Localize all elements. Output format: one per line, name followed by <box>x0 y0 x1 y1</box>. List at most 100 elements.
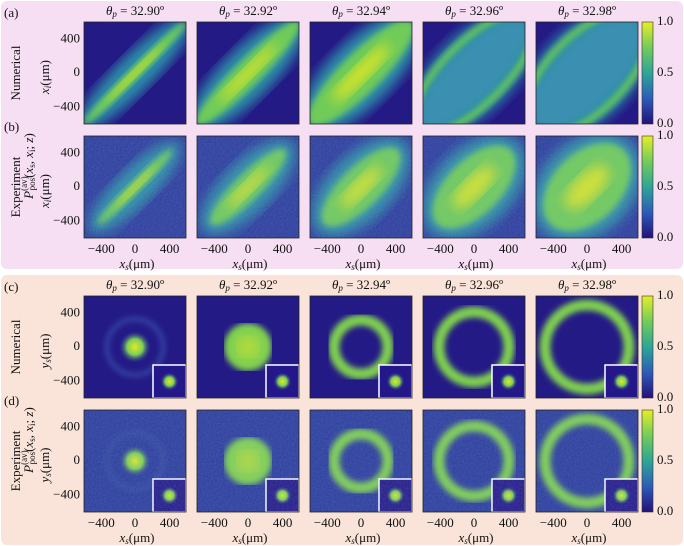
text-part: z <box>21 412 36 418</box>
text-part: = <box>117 3 131 18</box>
text-part: (μm) <box>581 256 607 271</box>
x-axis-label: xs(μm) <box>118 530 154 546</box>
text-part: (μm) <box>468 256 494 271</box>
text-part: (μm) <box>242 530 268 545</box>
y-axis-label: ys(μm) <box>37 333 53 370</box>
frame <box>309 135 413 239</box>
text-part: i <box>27 423 37 426</box>
heatmap <box>197 136 299 238</box>
inset-spot <box>612 372 631 391</box>
text-part: i <box>43 85 53 88</box>
text-part: 32.98º <box>583 3 616 18</box>
x-tick-label: 0 <box>584 241 591 256</box>
heatmap <box>536 296 638 398</box>
x-tick-label: −400 <box>88 241 115 256</box>
text-part: s <box>351 262 355 272</box>
text-part: p <box>337 283 343 293</box>
text-part: (μm) <box>581 530 607 545</box>
x-tick-label: 0 <box>358 241 365 256</box>
text-part: s <box>577 262 581 272</box>
text-part: i <box>43 199 53 202</box>
text-part: (av) <box>19 176 29 191</box>
x-tick-label: 0 <box>245 515 252 530</box>
frame <box>535 295 639 399</box>
text-part: = <box>343 3 357 18</box>
colorbar <box>641 135 654 239</box>
colorbar-tick-label: 0.0 <box>657 503 673 518</box>
text-part: s <box>238 262 242 272</box>
text-part: P <box>21 191 36 200</box>
text-part: x <box>118 256 125 271</box>
text-part: s <box>27 438 37 442</box>
row-name: Numerical <box>8 319 23 374</box>
x-tick-label: 400 <box>386 515 406 530</box>
text-part: s <box>238 536 242 546</box>
text-part: x <box>21 426 36 433</box>
text-part: = <box>569 3 583 18</box>
y-tick-label: 0 <box>74 338 81 353</box>
x-axis-label: xs(μm) <box>570 530 606 546</box>
panel-title: θp = 32.92º <box>219 3 277 19</box>
beam <box>423 22 525 124</box>
text-part: 32.94º <box>357 3 390 18</box>
beam <box>536 22 638 124</box>
text-part: x <box>37 202 52 209</box>
x-tick-label: 0 <box>471 241 478 256</box>
row-name: Experiment <box>8 156 23 217</box>
noise <box>423 136 525 238</box>
y-tick-label: −400 <box>53 99 80 114</box>
inset <box>491 364 525 398</box>
text-part: x <box>21 168 36 175</box>
text-part: (μm) <box>242 256 268 271</box>
x-axis-label: xs(μm) <box>344 530 380 546</box>
text-part: (μm) <box>468 530 494 545</box>
frame <box>422 295 526 399</box>
heatmap <box>310 22 412 124</box>
text-part: s <box>125 536 129 546</box>
beam <box>106 44 164 102</box>
text-part: (μm) <box>129 256 155 271</box>
text-part: 32.92º <box>244 3 277 18</box>
panel-title: θp = 32.96º <box>445 277 503 293</box>
panel-title: θp = 32.96º <box>445 3 503 19</box>
noise <box>197 136 299 238</box>
y-axis-label: ys(μm) <box>37 447 53 484</box>
y-tick-label: 0 <box>74 178 81 193</box>
text-part: θ <box>558 277 565 292</box>
colorbar-tick-label: 1.0 <box>657 287 673 302</box>
text-part: θ <box>219 3 226 18</box>
text-part: θ <box>445 3 452 18</box>
text-part: θ <box>106 3 113 18</box>
frame <box>422 135 526 239</box>
text-part: s <box>577 536 581 546</box>
x-tick-label: 0 <box>245 241 252 256</box>
y-tick-label: −400 <box>53 373 80 388</box>
x-tick-label: 0 <box>358 515 365 530</box>
text-part: x <box>570 256 577 271</box>
frame <box>309 295 413 399</box>
text-part: p <box>450 283 456 293</box>
x-axis-label: xs(μm) <box>457 256 493 272</box>
text-part: θ <box>445 277 452 292</box>
frame <box>535 409 639 513</box>
frame <box>535 21 639 125</box>
y-tick-label: 400 <box>61 144 81 159</box>
colorbar-tick-label: 0.5 <box>657 178 673 193</box>
text-part: ) <box>21 133 36 137</box>
inset-spot <box>386 372 405 391</box>
text-part: s <box>464 536 468 546</box>
heatmap <box>536 22 638 124</box>
text-part: , <box>21 432 36 439</box>
frame <box>422 409 526 513</box>
panel-title: θp = 32.98º <box>558 277 616 293</box>
noise <box>310 410 412 512</box>
panel-title: θp = 32.94º <box>332 277 390 293</box>
panel-title: θp = 32.98º <box>558 3 616 19</box>
text-part: x <box>21 152 36 159</box>
text-part: p <box>563 9 569 19</box>
y-tick-label: 400 <box>61 30 81 45</box>
text-part: x <box>344 256 351 271</box>
colorbar <box>641 21 654 125</box>
x-tick-label: −400 <box>88 515 115 530</box>
